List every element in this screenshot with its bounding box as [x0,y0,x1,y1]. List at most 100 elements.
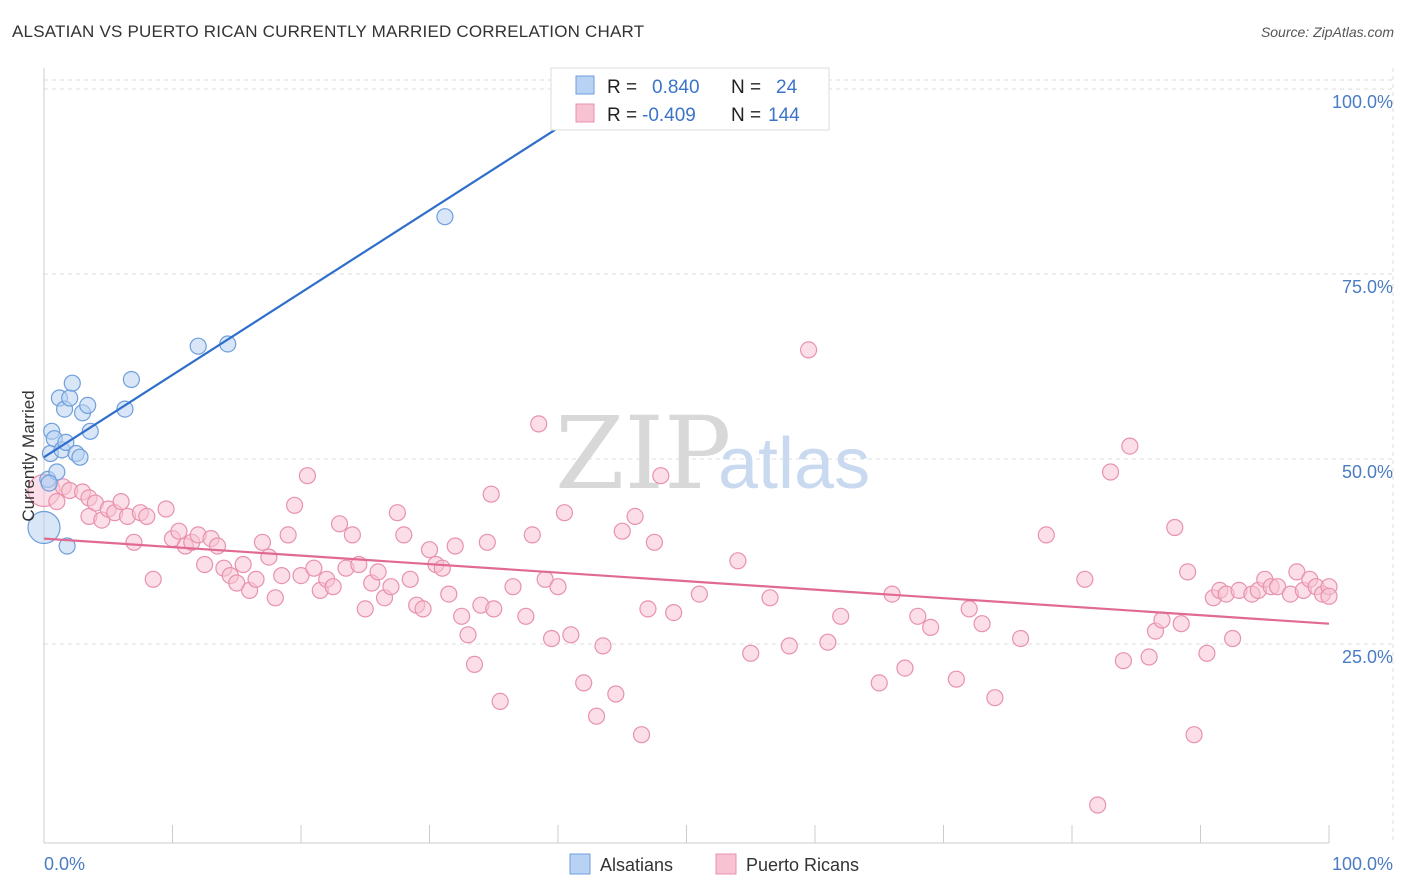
puerto-rican-point-33 [260,548,278,566]
puerto-rican-point-62 [446,537,464,555]
puerto-rican-point-71 [504,578,522,596]
puerto-rican-point-126 [1224,629,1242,648]
y-axis-label: Currently Married [19,390,38,521]
puerto-rican-point-67 [478,533,496,551]
alsatian-trendline [43,126,559,459]
puerto-rican-point-119 [1172,615,1190,633]
puerto-rican-point-79 [562,626,580,644]
puerto-rican-point-32 [253,533,272,551]
puerto-rican-point-64 [459,626,477,644]
stats-n-value-blue: 24 [776,77,798,98]
puerto-rican-point-132 [1268,578,1287,596]
puerto-rican-trendline [43,537,1330,625]
stats-swatch-pink [575,103,595,123]
puerto-rican-point-17 [157,500,175,518]
puerto-rican-point-25 [208,537,227,555]
puerto-rican-point-72 [517,607,535,625]
puerto-rican-point-93 [742,644,760,662]
legend-swatch-alsatians [569,853,591,875]
puerto-rican-point-96 [799,341,818,359]
bottom-legend: Alsatians Puerto Ricans [569,853,859,875]
puerto-rican-point-91 [690,585,708,603]
alsatian-point-0 [27,510,61,545]
alsatian-point-12 [63,374,81,392]
stats-box-frame [550,67,830,131]
x-tick-label-min: 0.0% [44,854,85,874]
alsatian-point-18 [116,400,134,418]
puerto-rican-point-120 [1179,563,1197,581]
puerto-rican-point-89 [652,467,670,485]
y-tick-label-100: 100.0% [1332,92,1393,112]
puerto-rican-point-40 [305,559,323,577]
puerto-rican-point-90 [665,603,683,622]
chart-title: ALSATIAN VS PUERTO RICAN CURRENTLY MARRI… [12,22,645,41]
alsatian-point-20 [189,337,207,355]
stats-n-label-pink: N = [731,105,761,126]
puerto-rican-point-114 [1121,437,1139,455]
alsatian-point-14 [71,448,89,466]
alsatian-point-10 [58,537,76,555]
stats-n-value-pink: 144 [768,105,800,126]
watermark: ZIP atlas [555,395,870,512]
stats-n-label-blue: N = [731,77,761,98]
watermark-atlas: atlas [718,424,870,504]
legend-swatch-puerto-ricans [715,853,737,875]
puerto-rican-point-35 [273,566,291,585]
puerto-rican-point-107 [986,689,1004,707]
puerto-rican-point-48 [356,600,374,618]
puerto-rican-point-118 [1166,518,1184,537]
y-tick-label-75: 75.0% [1342,277,1393,297]
puerto-rican-point-86 [632,726,651,744]
puerto-rican-point-73 [523,526,541,544]
puerto-rican-point-113 [1114,652,1133,670]
x-tick-label-max: 100.0% [1332,854,1393,874]
puerto-rican-point-80 [575,674,593,692]
alsatian-point-22 [436,208,454,226]
puerto-rican-point-16 [144,570,162,588]
y-tick-labels: 25.0% 50.0% 75.0% 100.0% [1332,92,1393,667]
puerto-rican-point-74 [530,415,548,433]
legend-label-alsatians: Alsatians [600,855,673,875]
puerto-rican-point-13 [125,533,143,551]
puerto-rican-point-44 [330,515,349,533]
puerto-rican-point-110 [1076,570,1094,588]
puerto-rican-point-54 [395,526,413,544]
puerto-rican-point-57 [414,600,432,618]
puerto-rican-point-70 [491,692,509,711]
alsatian-points [27,208,454,555]
stats-r-value-blue: 0.840 [652,77,700,98]
puerto-rican-point-97 [819,633,837,651]
puerto-rican-point-65 [465,655,484,674]
stats-r-label-blue: R = [607,77,637,98]
puerto-rican-point-37 [285,496,304,514]
puerto-rican-point-102 [909,607,927,625]
chart-source: Source: ZipAtlas.com [1260,24,1394,40]
puerto-rican-point-95 [780,637,798,655]
puerto-rican-point-69 [485,600,503,618]
alsatian-point-11 [61,389,79,407]
puerto-rican-point-58 [420,541,439,559]
stats-swatch-blue [575,75,595,95]
puerto-rican-point-61 [440,585,458,603]
puerto-rican-point-15 [138,507,156,526]
stats-r-value-pink: -0.409 [642,105,696,126]
puerto-rican-point-53 [388,504,406,522]
puerto-rican-point-115 [1140,648,1158,666]
alsatian-point-17 [81,422,99,440]
puerto-rican-point-82 [594,637,612,655]
puerto-rican-point-104 [947,670,965,688]
puerto-rican-point-46 [343,526,361,544]
puerto-rican-point-94 [761,589,779,607]
alsatian-point-16 [79,396,97,414]
puerto-rican-point-81 [587,707,606,725]
puerto-rican-point-122 [1198,644,1216,662]
puerto-rican-point-29 [234,555,252,574]
puerto-rican-point-76 [542,629,561,648]
puerto-rican-point-117 [1153,611,1171,629]
puerto-rican-point-121 [1185,726,1203,744]
puerto-rican-point-85 [626,507,644,526]
puerto-rican-point-36 [279,526,297,544]
alsatian-point-23 [40,474,58,492]
puerto-rican-point-106 [973,615,991,633]
